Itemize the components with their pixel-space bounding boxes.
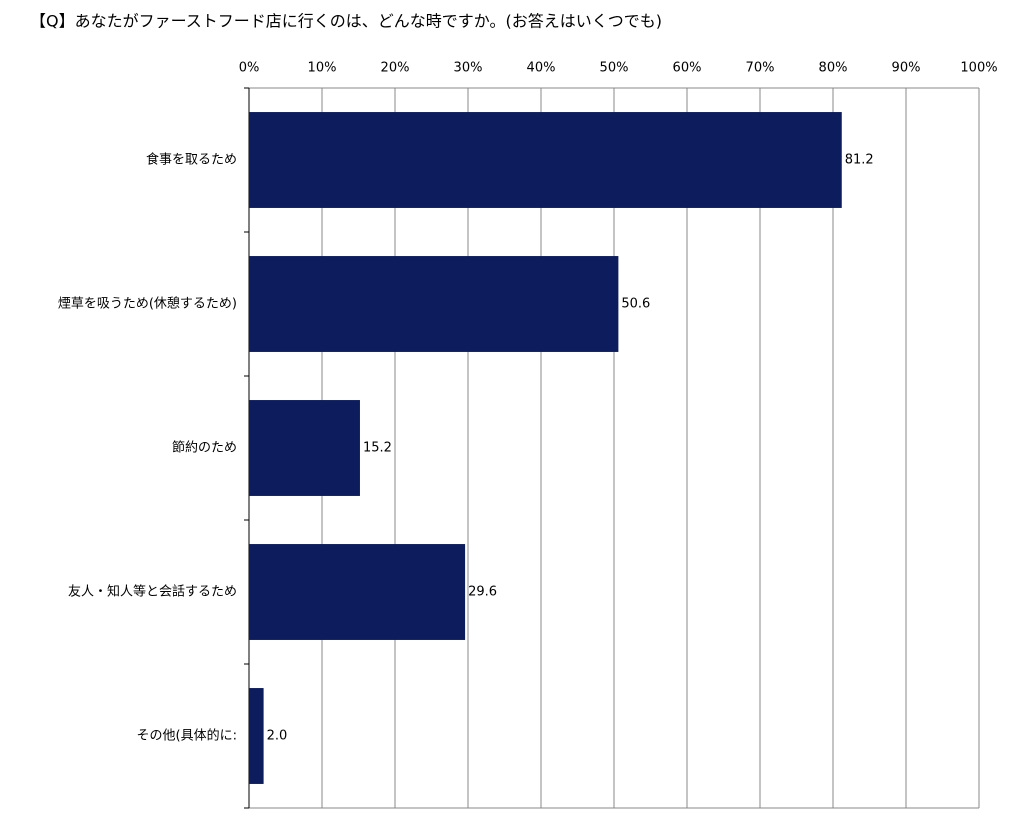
x-tick-label: 20%	[381, 61, 410, 76]
bar	[249, 112, 842, 208]
bar	[249, 400, 360, 496]
chart-title: 【Q】あなたがファーストフード店に行くのは、どんな時ですか。(お答えはいくつでも…	[30, 12, 662, 31]
value-label: 15.2	[363, 441, 392, 456]
value-label: 29.6	[468, 585, 497, 600]
value-label: 2.0	[267, 729, 288, 744]
y-tick-label: 友人・知人等と会話するため	[68, 584, 237, 600]
x-tick-label: 30%	[454, 61, 483, 76]
x-tick-label: 70%	[746, 61, 775, 76]
value-label: 81.2	[845, 153, 874, 168]
x-tick-label: 80%	[819, 61, 848, 76]
x-tick-label: 100%	[960, 61, 997, 76]
x-tick-label: 90%	[892, 61, 921, 76]
x-tick-label: 10%	[308, 61, 337, 76]
x-tick-label: 0%	[239, 61, 260, 76]
y-tick-label: その他(具体的に:	[137, 728, 237, 744]
x-tick-label: 50%	[600, 61, 629, 76]
y-tick-label: 煙草を吸うため(休憩するため)	[58, 296, 237, 312]
bar	[249, 688, 264, 784]
x-tick-label: 60%	[673, 61, 702, 76]
y-tick-label: 食事を取るため	[146, 152, 237, 168]
bar	[249, 256, 619, 352]
bar	[249, 544, 466, 640]
y-tick-label: 節約のため	[172, 441, 237, 456]
x-tick-label: 40%	[527, 61, 556, 76]
value-label: 50.6	[621, 297, 650, 312]
